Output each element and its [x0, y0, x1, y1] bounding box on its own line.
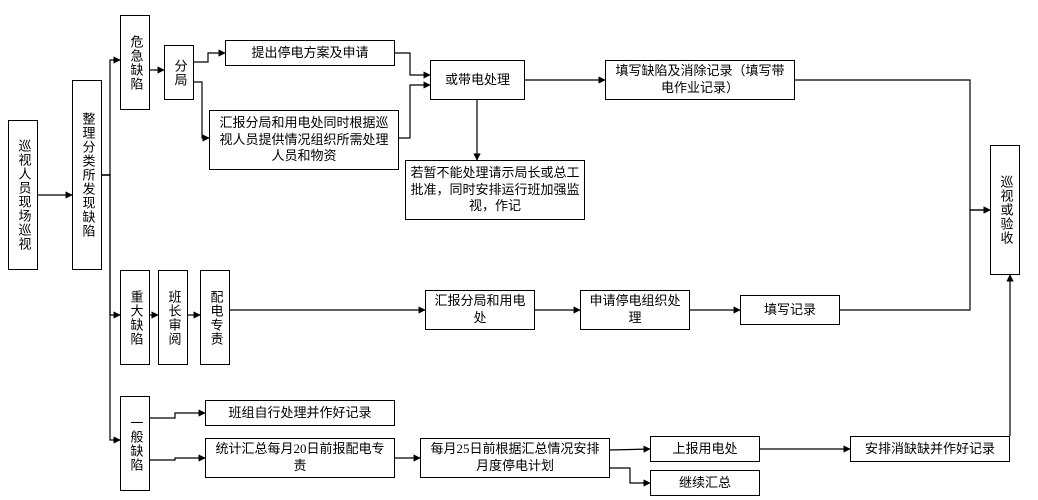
flowchart-node-n19: 每月25日前根据汇总情况安排月度停电计划 [420, 438, 610, 478]
node-label: 配电专责 [207, 290, 224, 346]
node-label: 或带电处理 [445, 72, 510, 89]
flowchart-edge-17 [840, 210, 990, 310]
flowchart-edge-21 [610, 449, 650, 450]
node-label: 统计汇总每月20日前报配电专责 [210, 441, 390, 475]
flowchart-node-n11: 班长审阅 [158, 270, 188, 365]
flowchart-edge-2 [102, 175, 120, 315]
flowchart-edge-7 [395, 53, 430, 75]
flowchart-edge-1 [102, 60, 120, 175]
node-label: 重大缺陷 [127, 290, 144, 346]
flowchart-node-n10: 重大缺陷 [120, 270, 150, 365]
flowchart-edge-3 [102, 175, 120, 440]
flowchart-node-n15: 填写记录 [740, 295, 840, 325]
flowchart-node-n6: 汇报分局和用电处同时根据巡视人员提供情况组织所需处理人员和物资 [209, 110, 399, 170]
node-label: 分局 [171, 59, 188, 87]
flowchart-node-n9: 若暂不能处理请示局长或总工批准，同时安排运行班加强监视，作记 [405, 160, 585, 220]
flowchart-node-n17: 班组自行处理并作好记录 [205, 400, 395, 426]
node-label: 继续汇总 [679, 475, 731, 492]
node-label: 班组自行处理并作好记录 [228, 405, 371, 422]
flowchart-node-n16: 一般缺陷 [120, 396, 150, 491]
node-label: 一般缺陷 [127, 416, 144, 472]
node-label: 填写缺陷及消除记录（填写带电作业记录） [610, 63, 790, 97]
flowchart-node-n7: 或带电处理 [430, 60, 525, 100]
flowchart-node-n4: 分局 [164, 45, 194, 100]
node-label: 申请停电组织处理 [585, 293, 685, 327]
node-label: 填写记录 [764, 302, 816, 319]
flowchart-edge-18 [150, 413, 205, 418]
flowchart-edge-8 [399, 85, 430, 138]
flowchart-node-n21: 继续汇总 [650, 470, 760, 496]
node-label: 每月25日前根据汇总情况安排月度停电计划 [425, 441, 605, 475]
node-label: 提出停电方案及申请 [251, 45, 368, 62]
flowchart-edge-19 [150, 458, 205, 460]
flowchart-node-n20: 上报用电处 [650, 436, 760, 462]
node-label: 上报用电处 [672, 441, 737, 458]
flowchart-edge-11 [795, 80, 990, 210]
flowchart-node-n1: 巡视人员现场巡视 [8, 120, 38, 270]
flowchart-node-n14: 申请停电组织处理 [580, 290, 690, 330]
node-label: 巡视人员现场巡视 [15, 139, 32, 251]
node-label: 汇报分局和用电处同时根据巡视人员提供情况组织所需处理人员和物资 [214, 115, 394, 166]
node-label: 汇报分局和用电处 [430, 293, 530, 327]
node-label: 安排消缺缺并作好记录 [865, 441, 995, 458]
node-label: 危急缺陷 [127, 35, 144, 91]
node-label: 巡视或验收 [997, 175, 1014, 245]
flowchart-node-n12: 配电专责 [200, 270, 230, 365]
flowchart-node-n23: 巡视或验收 [990, 145, 1020, 275]
flowchart-edge-5 [194, 53, 225, 62]
flowchart-node-n8: 填写缺陷及消除记录（填写带电作业记录） [605, 60, 795, 100]
flowchart-edge-6 [194, 82, 209, 138]
flowchart-node-n18: 统计汇总每月20日前报配电专责 [205, 438, 395, 478]
flowchart-node-n22: 安排消缺缺并作好记录 [850, 436, 1010, 462]
flowchart-node-n2: 整理分类所发现缺陷 [72, 80, 102, 270]
flowchart-node-n5: 提出停电方案及申请 [225, 40, 395, 66]
flowchart-edge-22 [610, 468, 650, 483]
node-label: 若暂不能处理请示局长或总工批准，同时安排运行班加强监视，作记 [410, 165, 580, 216]
node-label: 班长审阅 [165, 290, 182, 346]
flowchart-node-n3: 危急缺陷 [120, 15, 150, 110]
flowchart-node-n13: 汇报分局和用电处 [425, 290, 535, 330]
node-label: 整理分类所发现缺陷 [79, 112, 96, 238]
